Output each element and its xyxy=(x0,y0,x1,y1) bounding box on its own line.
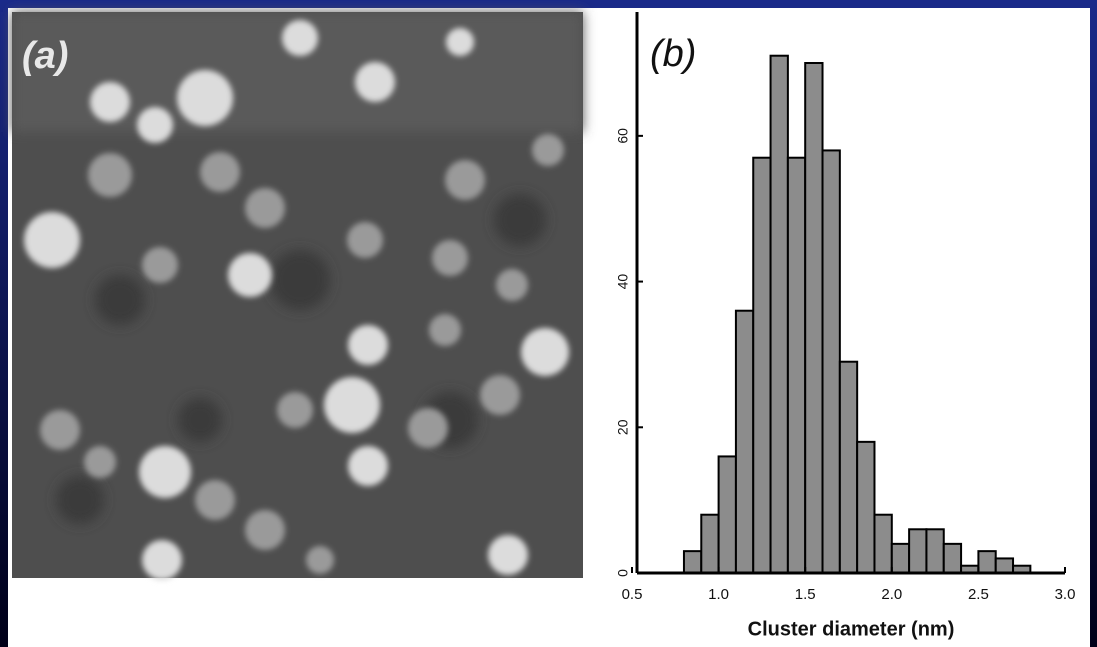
bar xyxy=(925,528,945,574)
bar xyxy=(856,440,876,574)
bar xyxy=(890,542,911,574)
x-tick-label: 1.0 xyxy=(708,586,729,603)
bar xyxy=(838,360,859,575)
bar xyxy=(942,542,963,574)
bar xyxy=(804,62,824,574)
bar xyxy=(717,455,737,574)
x-tick-label: 2.0 xyxy=(881,586,902,603)
bar xyxy=(700,513,720,575)
bar xyxy=(752,156,772,574)
y-tick-label: 60 xyxy=(615,128,631,144)
bar xyxy=(734,309,755,574)
stm-image xyxy=(12,12,583,580)
bar xyxy=(977,550,997,575)
x-tick-label: 2.5 xyxy=(968,586,989,603)
y-tick-label: 0 xyxy=(615,569,631,577)
panel-label: (a) xyxy=(22,35,68,77)
bar xyxy=(769,54,789,574)
x-tick-label: 1.5 xyxy=(795,586,816,603)
x-axis-label: Cluster diameter (nm) xyxy=(748,618,955,640)
bar xyxy=(873,513,893,575)
bar xyxy=(994,557,1015,575)
x-tick-label: 0.5 xyxy=(622,586,643,603)
bar xyxy=(786,156,807,574)
y-tick-label: 40 xyxy=(615,274,631,290)
x-tick-label: 3.0 xyxy=(1055,586,1076,603)
bar xyxy=(908,528,928,574)
y-tick-label: 20 xyxy=(615,419,631,435)
bar xyxy=(821,149,841,575)
panel-label: (b) xyxy=(650,33,696,75)
bar xyxy=(682,550,703,575)
